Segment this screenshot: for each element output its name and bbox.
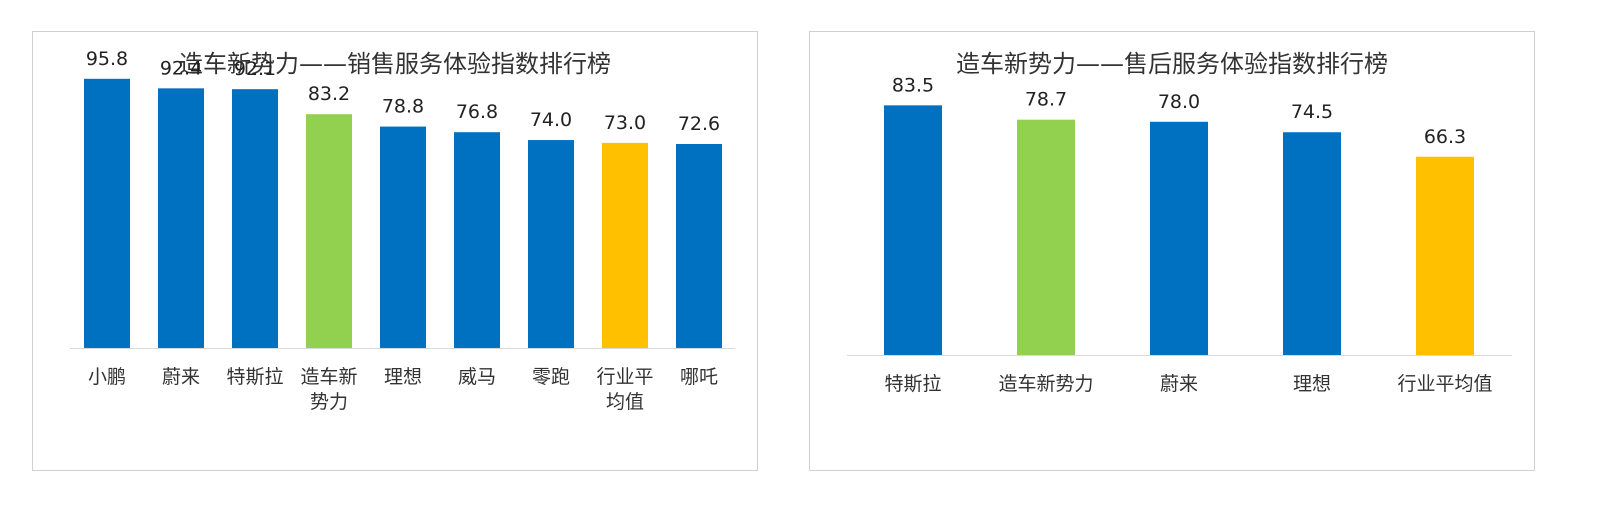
aftersales-chart-title: 造车新势力——售后服务体验指数排行榜 (956, 50, 1388, 78)
aftersales-category-label: 蔚来 (1160, 373, 1198, 395)
aftersales-value-label: 66.3 (1424, 126, 1466, 148)
aftersales-value-label: 78.0 (1158, 91, 1200, 113)
sales-bar (84, 78, 130, 348)
sales-value-label: 92.4 (160, 57, 202, 79)
sales-category-label: 零跑 (532, 366, 570, 388)
aftersales-category-label: 特斯拉 (884, 373, 941, 395)
sales-bar (232, 89, 278, 348)
sales-value-label: 74.0 (530, 109, 572, 131)
sales-value-label: 73.0 (604, 112, 646, 134)
sales-bar (454, 132, 500, 348)
sales-value-label: 76.8 (456, 101, 498, 123)
sales-bar (602, 142, 648, 348)
aftersales-category-label: 行业平均值 (1397, 373, 1492, 395)
aftersales-bar (1017, 119, 1075, 355)
sales-chart-panel: 造车新势力——销售服务体验指数排行榜 95.8 小鹏 92.4 蔚来 92.1 特斯拉 83… (32, 31, 758, 471)
sales-value-label: 95.8 (86, 48, 128, 70)
sales-value-label: 72.6 (678, 113, 720, 135)
sales-value-label: 78.8 (382, 96, 424, 118)
aftersales-chart-plot: 83.5 特斯拉 78.7 造车新势力 78.0 蔚来 74.5 理想 66.3 行业平均值 (847, 74, 1512, 395)
aftersales-category-label: 理想 (1293, 373, 1331, 395)
sales-bar (306, 114, 352, 348)
aftersales-bar (1150, 121, 1208, 355)
sales-category-label: 威马 (458, 366, 496, 388)
sales-value-label: 83.2 (308, 83, 350, 105)
sales-chart-title: 造车新势力——销售服务体验指数排行榜 (179, 50, 611, 78)
sales-category-label: 小鹏 (88, 366, 126, 388)
sales-bar (676, 143, 722, 348)
aftersales-bar (1416, 156, 1474, 355)
aftersales-category-label: 造车新势力 (998, 373, 1093, 395)
sales-category-label: 特斯拉 (226, 366, 283, 388)
aftersales-value-label: 78.7 (1025, 89, 1067, 111)
sales-bar (380, 126, 426, 349)
sales-category-label: 行业平均值 (596, 366, 653, 413)
aftersales-chart-panel: 造车新势力——售后服务体验指数排行榜 83.5 特斯拉 78.7 造车新势力 78.0 蔚… (809, 31, 1535, 471)
sales-value-label: 92.1 (234, 58, 276, 80)
sales-chart-plot: 95.8 小鹏 92.4 蔚来 92.1 特斯拉 83.2 造车新势力 78.8 理想 76.8 威马… (70, 48, 735, 413)
sales-category-label: 哪吒 (680, 366, 718, 388)
aftersales-value-label: 74.5 (1291, 101, 1333, 123)
sales-bar (158, 88, 204, 348)
sales-category-label: 造车新势力 (300, 366, 357, 413)
sales-bar (528, 140, 574, 348)
sales-category-label: 理想 (384, 366, 422, 388)
aftersales-bar (1283, 132, 1341, 355)
aftersales-bar (884, 105, 942, 356)
sales-category-label: 蔚来 (162, 366, 200, 388)
aftersales-value-label: 83.5 (892, 74, 934, 96)
